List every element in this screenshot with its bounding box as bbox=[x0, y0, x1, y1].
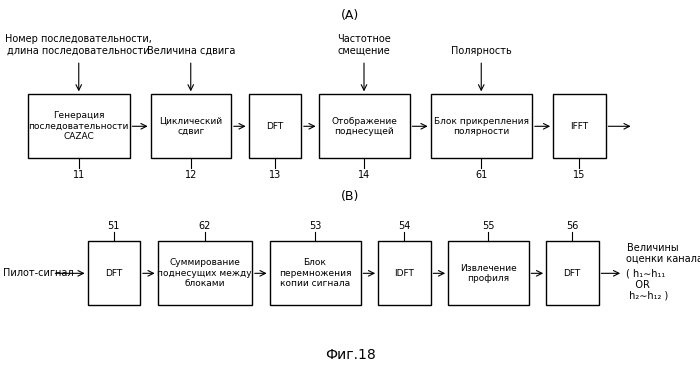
Text: IDFT: IDFT bbox=[394, 269, 414, 278]
Text: DFT: DFT bbox=[564, 269, 581, 278]
Text: 11: 11 bbox=[73, 170, 85, 180]
FancyBboxPatch shape bbox=[270, 241, 360, 305]
Text: оценки канала: оценки канала bbox=[626, 253, 700, 263]
Text: Блок прикрепления
полярности: Блок прикрепления полярности bbox=[434, 116, 528, 136]
Text: 61: 61 bbox=[475, 170, 487, 180]
Text: Фиг.18: Фиг.18 bbox=[325, 348, 375, 362]
Text: Суммирование
поднесущих между
блоками: Суммирование поднесущих между блоками bbox=[158, 258, 252, 288]
Text: Пилот-сигнал: Пилот-сигнал bbox=[4, 268, 74, 278]
Text: 53: 53 bbox=[309, 221, 321, 231]
Text: Частотное
смещение: Частотное смещение bbox=[337, 34, 391, 56]
Text: ( h₁∼h₁₁: ( h₁∼h₁₁ bbox=[626, 269, 666, 279]
Text: 55: 55 bbox=[482, 221, 494, 231]
Text: OR: OR bbox=[626, 279, 650, 290]
Text: IFFT: IFFT bbox=[570, 122, 588, 131]
Text: 15: 15 bbox=[573, 170, 585, 180]
Text: DFT: DFT bbox=[105, 269, 122, 278]
FancyBboxPatch shape bbox=[88, 241, 140, 305]
Text: Генерация
последовательности
CAZAC: Генерация последовательности CAZAC bbox=[29, 111, 129, 141]
FancyBboxPatch shape bbox=[553, 94, 606, 158]
Text: (B): (B) bbox=[341, 190, 359, 203]
Text: Извлечение
профиля: Извлечение профиля bbox=[460, 264, 517, 283]
Text: Циклический
сдвиг: Циклический сдвиг bbox=[159, 116, 223, 136]
Text: 54: 54 bbox=[398, 221, 410, 231]
Text: DFT: DFT bbox=[266, 122, 284, 131]
Text: 56: 56 bbox=[566, 221, 578, 231]
Text: 13: 13 bbox=[269, 170, 281, 180]
Text: Номер последовательности,
длина последовательности: Номер последовательности, длина последов… bbox=[6, 34, 152, 56]
FancyBboxPatch shape bbox=[378, 241, 430, 305]
FancyBboxPatch shape bbox=[248, 94, 301, 158]
Text: 51: 51 bbox=[108, 221, 120, 231]
Text: Полярность: Полярность bbox=[451, 46, 512, 56]
FancyBboxPatch shape bbox=[318, 94, 409, 158]
FancyBboxPatch shape bbox=[158, 241, 252, 305]
Text: 12: 12 bbox=[185, 170, 197, 180]
Text: Блок
перемножения
копии сигнала: Блок перемножения копии сигнала bbox=[279, 258, 351, 288]
Text: Величина сдвига: Величина сдвига bbox=[146, 46, 235, 56]
Text: 62: 62 bbox=[199, 221, 211, 231]
FancyBboxPatch shape bbox=[150, 94, 231, 158]
Text: Отображение
поднесущей: Отображение поднесущей bbox=[331, 116, 397, 136]
Text: Величины: Величины bbox=[626, 242, 678, 253]
FancyBboxPatch shape bbox=[430, 94, 532, 158]
Text: (A): (A) bbox=[341, 9, 359, 22]
FancyBboxPatch shape bbox=[546, 241, 598, 305]
FancyBboxPatch shape bbox=[448, 241, 528, 305]
Text: h₂∼h₁₂ ): h₂∼h₁₂ ) bbox=[626, 290, 668, 300]
FancyBboxPatch shape bbox=[28, 94, 130, 158]
Text: 14: 14 bbox=[358, 170, 370, 180]
